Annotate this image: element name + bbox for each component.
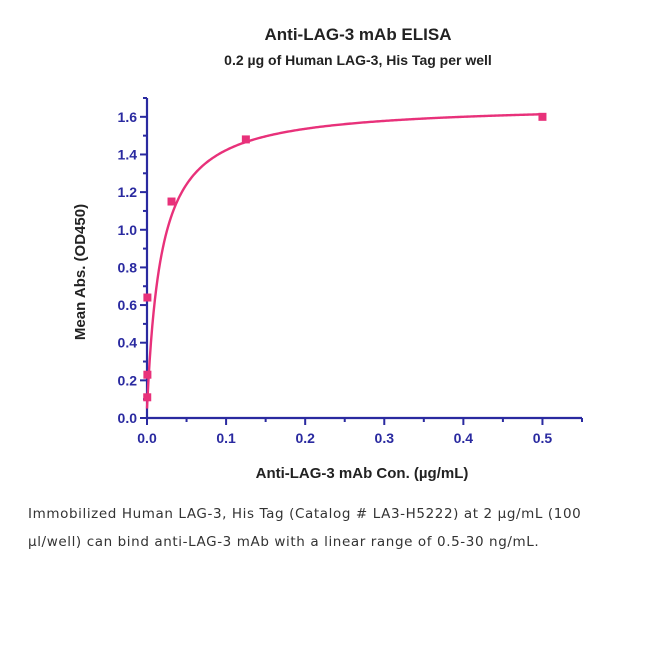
- y-tick-label: 0.2: [118, 372, 138, 388]
- x-tick-label: 0.1: [216, 430, 236, 446]
- fit-curve: [145, 113, 543, 409]
- y-tick-label: 1.6: [118, 109, 138, 125]
- data-point: [143, 393, 152, 402]
- axes: 0.0 0.2 0.4 0.6 0.8 1.0 1.2 1.4 1.6 0.0 0.1 0.2 0.3 0…: [118, 97, 583, 446]
- data-point: [143, 370, 152, 379]
- y-axis-label: Mean Abs. (OD450): [72, 204, 89, 340]
- y-tick-label: 0.8: [118, 259, 138, 275]
- x-tick-label: 0.4: [454, 430, 474, 446]
- y-tick-label: 0.0: [118, 410, 138, 426]
- data-point: [241, 135, 250, 144]
- data-point: [538, 112, 547, 121]
- fit-curve-group: [145, 113, 543, 409]
- x-axis-label: Anti-LAG-3 mAb Con. (µg/mL): [256, 465, 469, 482]
- data-points: [143, 112, 547, 402]
- x-tick-label: 0.3: [375, 430, 395, 446]
- x-tick-label: 0.2: [295, 430, 315, 446]
- figure-caption: Immobilized Human LAG-3, His Tag (Catalo…: [28, 506, 582, 550]
- data-point: [143, 293, 152, 302]
- data-point: [167, 197, 176, 206]
- y-tick-label: 1.0: [118, 222, 138, 238]
- x-tick-label: 0.5: [533, 430, 553, 446]
- y-tick-label: 1.2: [118, 184, 138, 200]
- chart-subtitle: 0.2 µg of Human LAG-3, His Tag per well: [224, 52, 492, 68]
- y-tick-label: 0.6: [118, 297, 138, 313]
- y-tick-label: 0.4: [118, 335, 138, 351]
- x-tick-label: 0.0: [137, 430, 157, 446]
- chart-title: Anti-LAG-3 mAb ELISA: [265, 25, 452, 44]
- elisa-chart: Anti-LAG-3 mAb ELISA 0.2 µg of Human LAG…: [72, 25, 583, 482]
- y-tick-label: 1.4: [118, 146, 138, 162]
